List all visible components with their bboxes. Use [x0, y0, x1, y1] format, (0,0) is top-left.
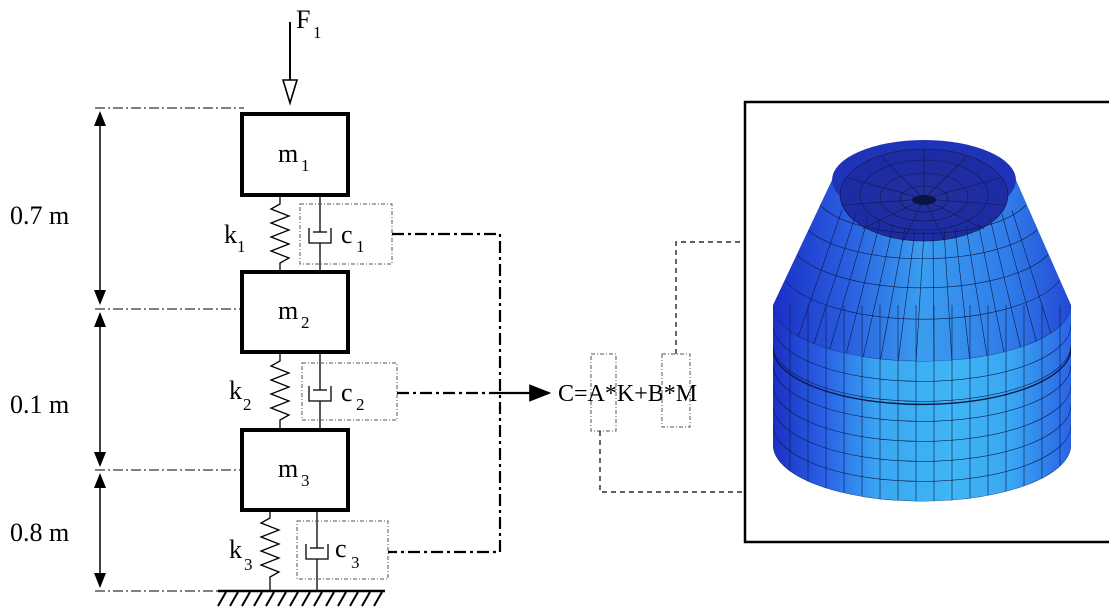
spring-2 [269, 352, 291, 430]
damper-box-3 [296, 520, 389, 580]
damper-label-1: c [341, 220, 353, 249]
damper-label-2: c [341, 378, 353, 407]
mass-subscript-3: 3 [301, 471, 310, 490]
damper-box-1 [299, 203, 393, 265]
mass-subscript-1: 1 [301, 156, 310, 175]
force-subscript: 1 [313, 23, 322, 42]
dimension-label-1: 0.7 m [10, 201, 69, 230]
equation-links [599, 241, 745, 493]
mass-block-2 [240, 270, 350, 354]
spring-1 [269, 195, 291, 272]
spring-3 [259, 510, 281, 591]
damper-subscript-2: 2 [356, 395, 365, 414]
dimension-label-3: 0.8 m [10, 518, 69, 547]
mass-label-2: m [278, 296, 298, 325]
damper-subscript-3: 3 [351, 553, 360, 572]
damper-3 [305, 510, 329, 591]
damper-label-3: c [335, 534, 347, 563]
mass-label-3: m [278, 454, 298, 483]
force-label: F [296, 5, 310, 34]
spring-label-3: k [229, 535, 242, 564]
spring-subscript-3: 3 [244, 555, 253, 574]
damper-2 [308, 352, 332, 430]
damper-box-2 [301, 362, 398, 421]
mass-subscript-2: 2 [301, 313, 310, 332]
mass-label-1: m [278, 139, 298, 168]
mass-block-3 [240, 428, 350, 512]
spring-label-1: k [224, 220, 237, 249]
dimension-arrows [94, 111, 106, 588]
force-arrow [281, 22, 299, 106]
spring-subscript-1: 1 [237, 237, 246, 256]
coefficient-a-box [590, 353, 617, 432]
spring-label-2: k [229, 376, 242, 405]
fe-model-shell [773, 140, 1071, 502]
dimension-label-2: 0.1 m [10, 390, 69, 419]
mass-block-1 [240, 112, 350, 197]
ground-support [217, 589, 385, 607]
damper-1 [308, 195, 332, 272]
coefficient-b-box [661, 353, 691, 428]
damper-connection-lines [388, 232, 552, 554]
dimension-reference-lines [95, 107, 280, 592]
spring-subscript-2: 2 [243, 395, 252, 414]
damper-subscript-1: 1 [356, 237, 365, 256]
damping-equation: C=A*K+B*M [558, 381, 697, 407]
